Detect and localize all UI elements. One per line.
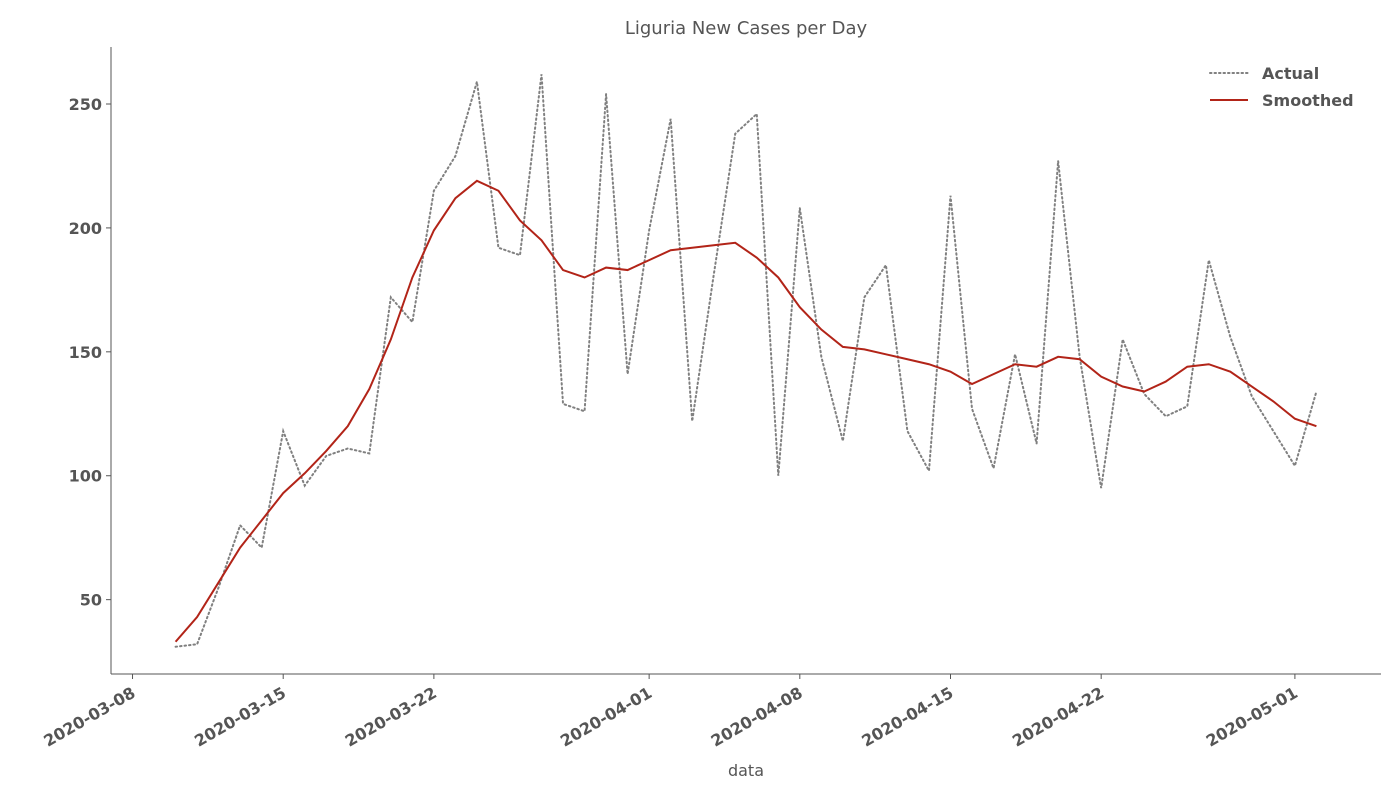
x-tick-label: 2020-05-01 <box>1203 683 1301 751</box>
y-tick-label: 250 <box>69 95 102 114</box>
x-tick-label: 2020-04-08 <box>708 683 806 751</box>
legend-label-smoothed: Smoothed <box>1262 91 1354 110</box>
x-tick-label: 2020-03-15 <box>191 683 289 751</box>
plot-area <box>174 74 1318 648</box>
x-tick-label: 2020-03-22 <box>342 683 440 751</box>
y-axis-ticks: 50 100 150 200 250 <box>69 95 111 610</box>
series-line-actual <box>174 74 1318 648</box>
chart-title: Liguria New Cases per Day <box>625 18 868 39</box>
x-tick-label: 2020-04-01 <box>557 683 655 751</box>
legend: Actual Smoothed <box>1209 64 1354 110</box>
legend-label-actual: Actual <box>1262 64 1319 83</box>
series-points-actual <box>175 74 1317 647</box>
y-tick-label: 200 <box>69 219 102 238</box>
x-tick-label: 2020-03-08 <box>40 683 138 751</box>
y-tick-label: 100 <box>69 467 102 486</box>
x-axis-ticks: 2020-03-08 2020-03-15 2020-03-22 2020-04-01… <box>40 674 1301 751</box>
series-line-smoothed <box>174 179 1317 643</box>
x-axis-label: data <box>728 761 764 780</box>
x-tick-label: 2020-04-15 <box>858 683 956 751</box>
y-tick-label: 50 <box>80 591 102 610</box>
y-tick-label: 150 <box>69 343 102 362</box>
series-points-smoothed <box>175 180 1317 642</box>
x-tick-label: 2020-04-22 <box>1009 683 1107 751</box>
